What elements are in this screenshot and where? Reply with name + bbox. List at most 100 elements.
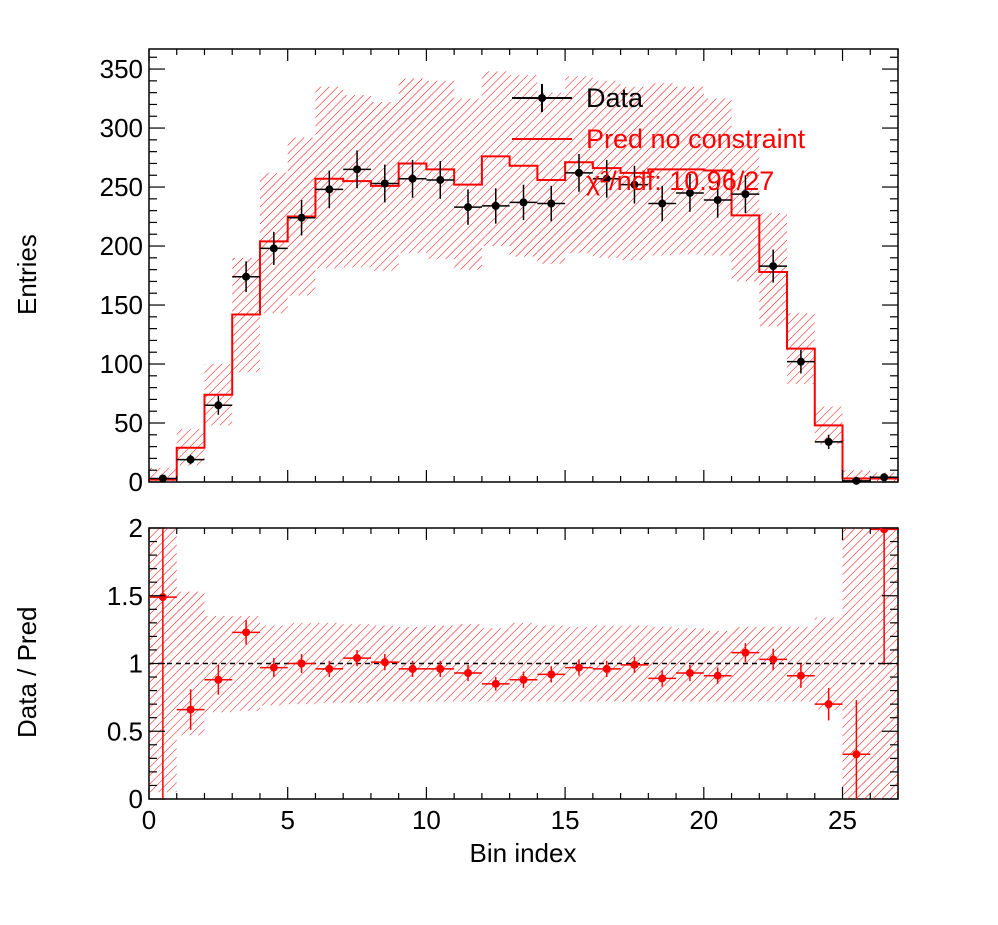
- ratio-marker: [158, 593, 167, 602]
- ratio-marker: [519, 675, 528, 684]
- data-point-11: [454, 189, 482, 225]
- top-x-ticks: [148, 49, 899, 482]
- ratio-marker: [436, 664, 445, 673]
- ratio-band-bin-20: [703, 630, 732, 702]
- ratio-marker: [242, 628, 251, 637]
- y-tick-label: 0: [129, 467, 143, 497]
- data-point-12: [481, 188, 510, 224]
- data-point-7: [343, 150, 371, 189]
- data-marker: [824, 437, 833, 446]
- data-point-10: [426, 161, 455, 199]
- band-bin-20: [703, 98, 732, 256]
- data-point-14: [537, 185, 566, 222]
- data-marker: [574, 168, 583, 177]
- data-point-22: [759, 249, 788, 283]
- data-point-9: [398, 159, 427, 198]
- bottom-y-ticks: 0 0.5 1 1.5 2: [107, 513, 898, 814]
- ratio-marker: [713, 671, 722, 680]
- data-marker: [547, 199, 556, 208]
- x-tick-label: 20: [689, 805, 718, 835]
- ratio-point-11: [454, 664, 482, 682]
- y-tick-label: 150: [100, 290, 143, 320]
- data-point-1: [176, 454, 205, 465]
- pred-histogram: [149, 155, 898, 482]
- y-tick-label: 1: [129, 649, 143, 679]
- data-marker: [713, 196, 722, 205]
- ratio-point-14: [537, 666, 566, 683]
- data-point-19: [676, 174, 704, 212]
- ratio-marker: [658, 674, 667, 683]
- data-point-6: [315, 170, 344, 209]
- ratio-marker: [630, 660, 639, 669]
- ratio-point-15: [565, 659, 593, 676]
- data-marker: [769, 262, 778, 271]
- y-tick-label: 0: [129, 784, 143, 814]
- y-tick-label: 200: [100, 231, 143, 261]
- top-y-ticks: 0 50 100 150 200 250 300 350: [100, 54, 898, 497]
- data-marker: [685, 188, 694, 197]
- ratio-marker: [353, 654, 362, 663]
- x-tick-label: 15: [551, 805, 580, 835]
- ratio-marker: [824, 700, 833, 709]
- ratio-marker: [297, 659, 306, 668]
- band-bin-19: [676, 86, 704, 255]
- legend-data-marker-dot: [538, 94, 546, 102]
- ratio-marker: [685, 668, 694, 677]
- ratio-point-10: [426, 660, 455, 678]
- data-marker: [297, 213, 306, 222]
- y-tick-label: 300: [100, 113, 143, 143]
- data-marker: [796, 357, 805, 366]
- data-marker: [158, 474, 167, 483]
- ratio-point-1: [176, 689, 205, 730]
- data-point-0: [149, 474, 177, 483]
- data-marker: [658, 199, 667, 208]
- ratio-point-12: [481, 677, 510, 691]
- ratio-point-19: [676, 664, 704, 682]
- bottom-x-ticks: 0 5 10 15 20 25: [142, 528, 899, 835]
- ratio-point-4: [259, 658, 288, 678]
- data-point-4: [259, 231, 288, 265]
- data-marker: [491, 201, 500, 210]
- pred-step-line: [149, 155, 898, 482]
- ratio-marker: [491, 679, 500, 688]
- ratio-marker: [380, 658, 389, 667]
- ratio-point-25: [842, 700, 871, 799]
- ratio-point-9: [398, 660, 427, 678]
- data-marker: [519, 198, 528, 207]
- ratio-panel: 0 5 10 15 20 25 0 0.5 1 1.5 2 Data / Pred Bin ind…: [12, 513, 899, 868]
- y-tick-label: 1.5: [107, 581, 143, 611]
- top-y-axis-title: Entries: [12, 234, 42, 315]
- bottom-y-axis-title: Data / Pred: [12, 606, 42, 738]
- data-point-21: [731, 175, 760, 213]
- ratio-point-26: [870, 528, 898, 665]
- ratio-point-23: [787, 663, 815, 688]
- data-point-13: [509, 184, 538, 221]
- ratio-band-bin-2: [204, 616, 233, 713]
- ratio-marker: [602, 664, 611, 673]
- data-marker: [630, 180, 639, 189]
- data-point-24: [814, 434, 843, 449]
- main-histogram-panel: 0 50 100 150 200 250 300 350 Entries Data Pred …: [12, 48, 899, 497]
- data-marker: [741, 190, 750, 199]
- ratio-point-20: [703, 667, 732, 684]
- band-bin-14: [537, 92, 566, 264]
- legend-pred-label: Pred no constraint: [586, 124, 806, 154]
- data-point-8: [370, 164, 399, 203]
- band-bin-25: [842, 470, 871, 482]
- legend-chi2: χ²/ndf: 10.96/27: [586, 166, 774, 196]
- ratio-point-17: [620, 656, 649, 673]
- top-frame: [148, 48, 899, 483]
- data-marker: [325, 185, 334, 194]
- y-tick-label: 0.5: [107, 716, 143, 746]
- data-point-18: [648, 185, 677, 222]
- ratio-points: [149, 528, 898, 799]
- ratio-marker: [574, 663, 583, 672]
- ratio-point-3: [232, 620, 260, 645]
- data-marker: [880, 473, 889, 482]
- y-tick-label: 2: [129, 513, 143, 543]
- ratio-point-24: [814, 687, 843, 721]
- y-tick-label: 100: [100, 349, 143, 379]
- data-point-26: [870, 473, 898, 482]
- ratio-point-8: [370, 654, 399, 671]
- data-marker: [242, 272, 251, 281]
